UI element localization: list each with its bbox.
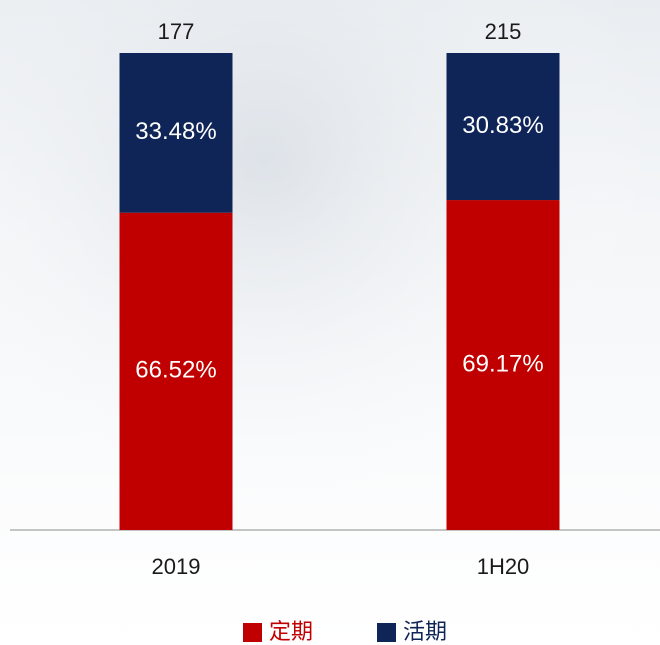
bar-segment	[119, 53, 233, 213]
bar-segment	[446, 53, 560, 201]
value-label: 69.17%	[462, 350, 543, 377]
value-label: 33.48%	[135, 118, 216, 145]
x-tick-label: 1H20	[477, 554, 530, 579]
legend-swatch	[377, 623, 396, 642]
legend-swatch	[243, 623, 262, 642]
legend-label: 定期	[269, 620, 313, 645]
value-label: 30.83%	[462, 112, 543, 139]
x-tick-label: 2019	[152, 554, 201, 579]
bar-segment	[119, 212, 233, 531]
value-label: 66.52%	[135, 357, 216, 384]
bar-segment	[446, 200, 560, 531]
legend-label: 活期	[403, 620, 447, 645]
total-label: 215	[485, 19, 522, 44]
total-label: 177	[158, 19, 195, 44]
